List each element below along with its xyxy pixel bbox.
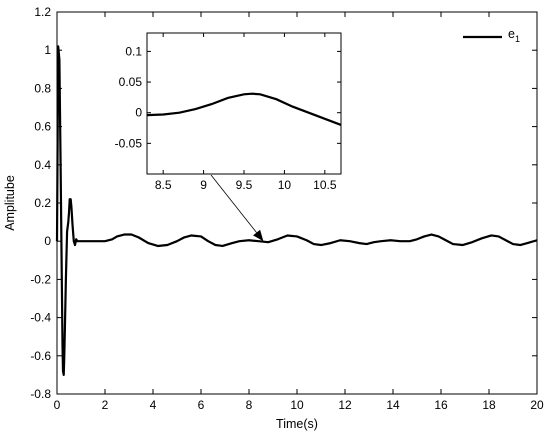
inset-x-axis: 8.5 9 9.5 10 10.5 [155, 33, 337, 192]
y-axis: -0.8 -0.6 -0.4 -0.2 0 0.2 0.4 0.6 0.8 1 1.2 [30, 5, 537, 401]
x-tick-label: 14 [386, 398, 400, 412]
series-line-e1 [55, 45, 538, 376]
inset-y-tick-label: 0 [135, 106, 142, 120]
x-tick-label: 6 [198, 398, 205, 412]
y-tick-label: 1.2 [34, 5, 51, 19]
x-tick-label: 12 [338, 398, 352, 412]
y-tick-label: 1 [44, 43, 51, 57]
y-tick-label: -0.4 [30, 311, 51, 325]
y-tick-label: -0.6 [30, 349, 51, 363]
y-axis-label: Amplitube [3, 175, 17, 231]
x-tick-label: 4 [150, 398, 157, 412]
zoom-arrow-head [253, 229, 264, 242]
inset-x-tick-label: 9 [200, 178, 207, 192]
x-tick-label: 10 [290, 398, 304, 412]
x-axis-label: Time(s) [276, 417, 318, 431]
legend: e1 [463, 27, 520, 44]
inset-x-tick-label: 10.5 [313, 178, 337, 192]
y-tick-label: -0.8 [30, 387, 51, 401]
y-tick-label: -0.2 [30, 272, 51, 286]
inset-series-line [146, 92, 342, 126]
x-axis: 0 2 4 6 8 10 12 14 16 18 20 [54, 12, 544, 412]
inset-x-tick-label: 9.5 [236, 178, 253, 192]
legend-label-subscript: 1 [515, 34, 520, 44]
y-tick-label: 0.4 [34, 158, 51, 172]
y-tick-label: 0.8 [34, 81, 51, 95]
inset-y-tick-label: 0.05 [119, 75, 143, 89]
x-tick-label: 8 [246, 398, 253, 412]
zoom-inset: 8.5 9 9.5 10 10.5 -0.05 0 0.05 0.1 [115, 32, 342, 192]
inset-y-axis: -0.05 0 0.05 0.1 [115, 44, 341, 150]
inset-plot-area [146, 32, 342, 175]
legend-label-base: e [508, 27, 515, 41]
x-tick-label: 0 [54, 398, 61, 412]
y-tick-label: 0.2 [34, 196, 51, 210]
inset-y-tick-label: 0.1 [125, 44, 142, 58]
y-tick-label: 0.6 [34, 120, 51, 134]
x-tick-label: 2 [102, 398, 109, 412]
legend-label-e1: e1 [508, 27, 520, 44]
inset-y-tick-label: -0.05 [115, 136, 143, 150]
x-tick-label: 16 [434, 398, 448, 412]
zoom-arrow-line [210, 174, 257, 233]
x-tick-label: 18 [482, 398, 496, 412]
y-tick-label: 0 [44, 234, 51, 248]
inset-x-tick-label: 8.5 [155, 178, 172, 192]
x-tick-label: 20 [530, 398, 544, 412]
inset-x-tick-label: 10 [278, 178, 292, 192]
zoom-arrow [210, 174, 264, 242]
